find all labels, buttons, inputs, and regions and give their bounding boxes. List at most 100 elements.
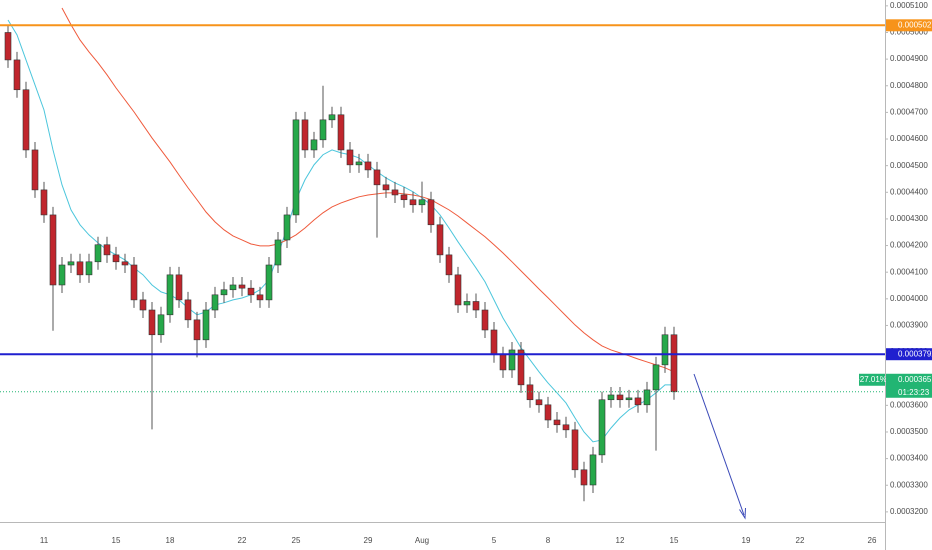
candle-body	[607, 394, 615, 401]
candle-body	[166, 274, 174, 316]
candle-body	[94, 244, 102, 263]
y-tick-label: 0.0003500	[890, 427, 928, 436]
candle-body	[364, 161, 372, 171]
y-tick-label: 0.0004400	[890, 187, 928, 196]
candle-body	[544, 404, 552, 421]
y-tick-label: 0.0004000	[890, 294, 928, 303]
candle-body	[76, 261, 84, 276]
candle-body	[13, 59, 21, 91]
y-tick-label: 0.0004600	[890, 134, 928, 143]
change-label: -27.01%	[857, 375, 887, 384]
level-label-box	[886, 348, 932, 361]
y-tick-label: 0.0003400	[890, 454, 928, 463]
candle-body	[661, 334, 669, 366]
y-tick-label: 0.0003600	[890, 400, 928, 409]
candle-body	[211, 294, 219, 311]
candle-body	[139, 299, 147, 311]
candle-body	[625, 397, 633, 401]
y-tick-label: 0.0004300	[890, 214, 928, 223]
x-tick-label: 8	[546, 536, 551, 545]
arrow-head	[739, 507, 746, 520]
candle-body	[670, 334, 678, 393]
candle-body	[4, 32, 12, 61]
candle-body	[400, 194, 408, 201]
candle-body	[310, 139, 318, 151]
last-price-box	[886, 373, 932, 398]
y-tick-label: 0.0004100	[890, 267, 928, 276]
candle-body	[490, 329, 498, 356]
candle-body	[157, 314, 165, 336]
candle-body	[355, 161, 363, 166]
candle-body	[508, 349, 516, 371]
candle-body	[85, 261, 93, 276]
candle-body	[454, 274, 462, 306]
candle-body	[121, 261, 129, 266]
candle-body	[103, 244, 111, 256]
countdown-label: 01:23:23	[898, 388, 930, 397]
x-tick-label: 15	[112, 536, 121, 545]
candle-body	[328, 114, 336, 121]
candle-body	[526, 384, 534, 401]
candle-body	[220, 289, 228, 296]
candle-body	[634, 397, 642, 406]
candle-body	[445, 254, 453, 276]
candle-body	[22, 89, 30, 151]
candle-body	[643, 389, 651, 406]
candle-body	[409, 199, 417, 206]
candle-body	[382, 184, 390, 191]
candle-body	[373, 169, 381, 186]
candle-body	[652, 364, 660, 391]
candle-body	[49, 214, 57, 286]
candle-body	[427, 199, 435, 226]
candle-body	[112, 254, 120, 263]
candle-body	[40, 189, 48, 216]
x-tick-label: 25	[292, 536, 301, 545]
candle-body	[598, 399, 606, 456]
candle-body	[346, 149, 354, 166]
candle-body	[580, 469, 588, 486]
candle-body	[436, 224, 444, 256]
y-tick-label: 0.0004800	[890, 81, 928, 90]
x-tick-label: 12	[616, 536, 625, 545]
y-tick-label: 0.0004700	[890, 107, 928, 116]
arrow-line	[693, 373, 745, 516]
candle-body	[571, 429, 579, 471]
candle-body	[301, 119, 309, 151]
y-tick-label: 0.0005100	[890, 1, 928, 10]
candle-body	[247, 287, 255, 296]
price-axis: 0.0003200 0.0003300 0.0003400 0.0003500 0.00…	[40, 1, 932, 545]
candle-body	[238, 284, 246, 289]
x-tick-label: 18	[166, 536, 175, 545]
y-tick-label: 0.0003900	[890, 321, 928, 330]
candle-body	[391, 189, 399, 196]
last-price-label: 0.0003651	[898, 375, 932, 384]
candle-body	[418, 199, 426, 206]
candle-body	[517, 349, 525, 386]
x-tick-label: 19	[742, 536, 751, 545]
candle-body	[553, 419, 561, 426]
candle-body	[229, 284, 237, 291]
change-label-box	[859, 373, 885, 386]
y-tick-label: 0.0005000	[890, 28, 928, 37]
x-tick-label: 11	[40, 536, 49, 545]
x-tick-label: 15	[670, 536, 679, 545]
y-tick-label: 0.0003300	[890, 480, 928, 489]
candle-body	[202, 309, 210, 341]
x-tick-label: 26	[868, 536, 877, 545]
moving-average-line	[61, 7, 675, 373]
candle-body	[175, 274, 183, 301]
candle-body	[337, 114, 345, 151]
candle-body	[535, 399, 543, 406]
y-tick-label: 0.0004500	[890, 161, 928, 170]
candle-body	[283, 214, 291, 241]
x-tick-label: 29	[364, 536, 373, 545]
candle-body	[562, 424, 570, 431]
y-tick-label: 0.0004200	[890, 241, 928, 250]
x-tick-label: 22	[796, 536, 805, 545]
candle-body	[463, 301, 471, 306]
candle-body	[481, 309, 489, 331]
candle-body	[31, 149, 39, 191]
candle-body	[265, 264, 273, 301]
candle-body	[499, 354, 507, 371]
